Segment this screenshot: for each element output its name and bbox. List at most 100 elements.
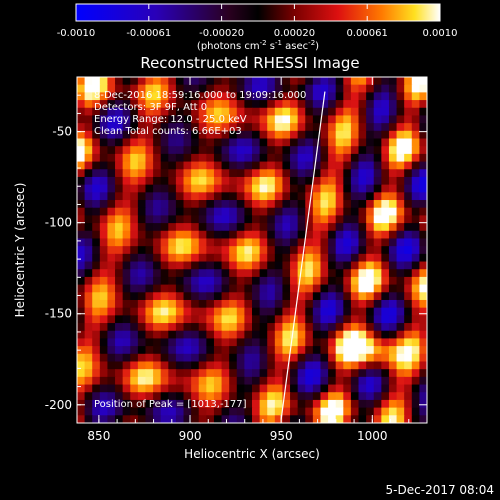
heatmap-cell xyxy=(130,292,139,301)
heatmap-cell xyxy=(297,223,306,232)
heatmap-cell xyxy=(160,346,169,355)
heatmap-cell xyxy=(297,415,306,423)
heatmap-cell xyxy=(77,361,86,370)
heatmap-cell xyxy=(350,207,360,216)
heatmap-cell xyxy=(328,115,337,124)
heatmap-cell xyxy=(168,230,177,240)
heatmap-cell xyxy=(213,161,223,170)
heatmap-cell xyxy=(290,330,299,340)
heatmap-cell xyxy=(358,138,367,147)
heatmap-cell xyxy=(99,130,109,140)
heatmap-cell xyxy=(252,292,261,301)
heatmap-cell xyxy=(191,146,200,155)
heatmap-cell xyxy=(77,215,86,224)
heatmap-cell xyxy=(282,330,291,340)
heatmap-cell xyxy=(290,84,299,93)
heatmap-cell xyxy=(373,384,382,393)
heatmap-cell xyxy=(350,153,360,163)
heatmap-cell xyxy=(206,215,215,224)
heatmap-cell xyxy=(297,269,306,278)
heatmap-cell xyxy=(312,307,322,316)
heatmap-cell xyxy=(115,361,124,370)
heatmap-cell xyxy=(274,238,284,247)
heatmap-cell xyxy=(290,399,299,409)
heatmap-cell xyxy=(350,246,360,255)
heatmap-cell xyxy=(92,338,101,347)
heatmap-cell xyxy=(297,176,306,186)
heatmap-cell xyxy=(350,346,360,355)
heatmap-cell xyxy=(153,200,162,209)
heatmap-cell xyxy=(206,299,215,309)
heatmap-cell xyxy=(107,315,116,324)
heatmap-cell xyxy=(153,192,162,201)
heatmap-cell xyxy=(358,215,367,224)
heatmap-cell xyxy=(419,315,427,324)
heatmap-cell xyxy=(183,415,192,423)
heatmap-cell xyxy=(320,77,329,86)
heatmap-cell xyxy=(381,330,390,340)
colorbar-tick-label: -0.0010 xyxy=(57,28,96,39)
heatmap-cell xyxy=(259,169,268,178)
heatmap-cell xyxy=(175,299,185,309)
heatmap-cell xyxy=(411,353,420,363)
heatmap-cell xyxy=(115,77,124,86)
heatmap-cell xyxy=(244,207,253,216)
heatmap-cell xyxy=(411,323,420,332)
heatmap-cell xyxy=(206,77,215,86)
heatmap-cell xyxy=(130,323,139,332)
heatmap-cell xyxy=(115,246,124,255)
heatmap-cell xyxy=(198,407,207,416)
heatmap-cell xyxy=(373,169,382,178)
heatmap-cell xyxy=(419,92,427,101)
heatmap-cell xyxy=(312,353,322,363)
heatmap-cell xyxy=(107,384,116,393)
heatmap-cell xyxy=(328,223,337,232)
heatmap-cell xyxy=(99,161,109,170)
heatmap-cell xyxy=(244,276,253,286)
heatmap-cell xyxy=(267,169,276,178)
heatmap-cell xyxy=(77,176,86,186)
heatmap-cell xyxy=(160,384,169,393)
heatmap-cell xyxy=(350,184,360,193)
heatmap-cell xyxy=(335,415,344,423)
heatmap-cell xyxy=(388,276,398,286)
heatmap-cell xyxy=(411,200,420,209)
heatmap-cell xyxy=(305,146,314,155)
heatmap-cell xyxy=(107,115,116,124)
heatmap-cell xyxy=(236,153,245,163)
heatmap-cell xyxy=(411,169,420,178)
heatmap-cell xyxy=(373,307,382,316)
heatmap-cell xyxy=(229,369,238,378)
heatmap-cell xyxy=(84,346,93,355)
heatmap-cell xyxy=(145,353,154,363)
heatmap-cell xyxy=(343,200,352,209)
heatmap-cell xyxy=(153,138,162,147)
heatmap-cell xyxy=(274,253,284,263)
heatmap-cell xyxy=(122,315,131,324)
heatmap-cell xyxy=(411,130,420,140)
heatmap-cell xyxy=(160,338,169,347)
heatmap-cell xyxy=(343,130,352,140)
heatmap-cell xyxy=(381,238,390,247)
heatmap-cell xyxy=(350,77,360,86)
heatmap-cell xyxy=(381,123,390,132)
heatmap-cell xyxy=(350,107,360,117)
heatmap-cell xyxy=(366,84,375,93)
heatmap-cell xyxy=(312,346,322,355)
heatmap-cell xyxy=(411,146,420,155)
heatmap-cell xyxy=(145,323,154,332)
heatmap-cell xyxy=(312,253,322,263)
heatmap-cell xyxy=(259,330,268,340)
heatmap-cell xyxy=(305,100,314,109)
heatmap-cell xyxy=(168,376,177,386)
heatmap-cell xyxy=(350,330,360,340)
heatmap-cell xyxy=(373,338,382,347)
heatmap-cell xyxy=(282,192,291,201)
heatmap-cell xyxy=(77,353,86,363)
heatmap-cell xyxy=(381,369,390,378)
heatmap-cell xyxy=(236,200,245,209)
heatmap-cell xyxy=(191,399,200,409)
heatmap-cell xyxy=(145,123,154,132)
heatmap-cell xyxy=(122,392,131,401)
heatmap-cell xyxy=(213,407,223,416)
